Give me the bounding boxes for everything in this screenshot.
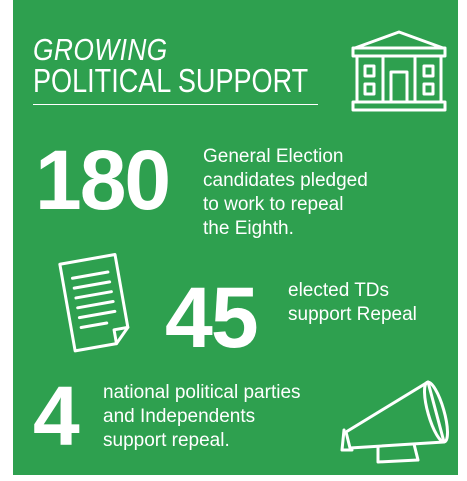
- title-growing: GROWING: [33, 32, 168, 67]
- stat-candidates-number: 180: [35, 133, 171, 227]
- stat-candidates-text: General Election candidates pledged to w…: [203, 146, 368, 239]
- stat-tds-text: elected TDs support Repeal: [288, 280, 417, 325]
- stat-parties-text: national political parties and Independe…: [103, 382, 301, 451]
- title-political-support: POLITICAL SUPPORT: [33, 62, 309, 99]
- government-building-icon: [351, 30, 447, 112]
- document-icon: [58, 253, 130, 353]
- title-underline: [33, 104, 318, 105]
- stat-tds-number: 45: [165, 270, 259, 366]
- infographic-panel: GROWING POLITICAL SUPPORT 180 General El…: [13, 0, 458, 475]
- stat-parties-number: 4: [33, 369, 80, 463]
- megaphone-icon: [340, 380, 449, 464]
